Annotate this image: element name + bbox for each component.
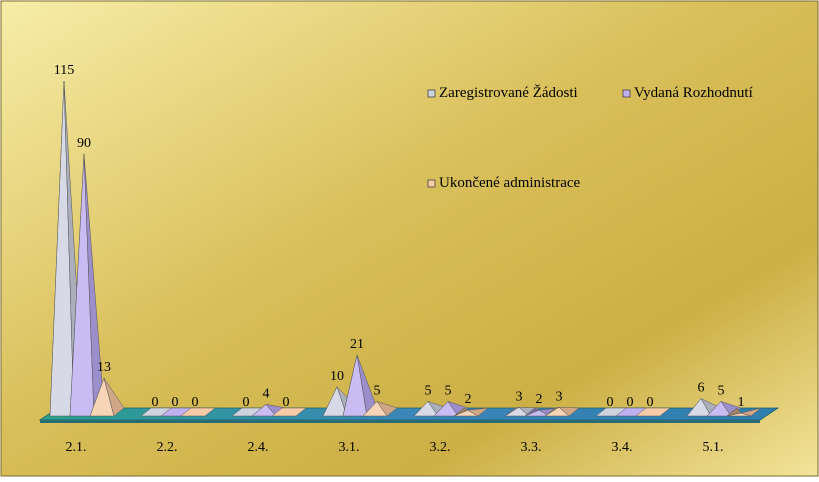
data-label: 0 xyxy=(152,395,159,410)
data-label: 0 xyxy=(627,395,634,410)
data-label: 0 xyxy=(172,395,179,410)
pyramid-ukoncene-administrace-33 xyxy=(544,406,580,417)
category-label: 2.1. xyxy=(66,440,87,455)
legend-label: Ukončené administrace xyxy=(439,175,581,191)
pyramid-vydana-rozhodnuti-51 xyxy=(706,400,742,417)
pyramid-ukoncene-administrace-51 xyxy=(726,407,762,417)
data-label: 0 xyxy=(283,395,290,410)
data-label: 0 xyxy=(607,395,614,410)
data-label: 5 xyxy=(374,383,381,398)
legend-swatch xyxy=(427,89,436,98)
pyramid-ukoncene-administrace-32 xyxy=(453,407,489,417)
data-label: 5 xyxy=(425,383,432,398)
chart-floor-edge xyxy=(40,420,760,423)
pyramid-vydana-rozhodnuti-31 xyxy=(342,354,378,417)
pyramid-vydana-rozhodnuti-24 xyxy=(251,403,287,417)
data-label: 4 xyxy=(263,386,270,401)
data-label: 2 xyxy=(465,392,472,407)
legend-entry: Vydaná Rozhodnutí xyxy=(622,85,753,101)
data-label: 1 xyxy=(738,395,745,410)
data-label: 21 xyxy=(350,337,364,352)
pyramid-ukoncene-administrace-34 xyxy=(635,407,671,417)
pyramid-vydana-rozhodnuti-32 xyxy=(433,400,469,417)
data-label: 115 xyxy=(54,63,74,78)
pyramid-ukoncene-administrace-22 xyxy=(180,407,216,417)
data-label: 5 xyxy=(445,383,452,398)
data-label: 90 xyxy=(77,136,91,151)
legend-entry: Ukončené administrace xyxy=(427,175,581,191)
legend-label: Vydaná Rozhodnutí xyxy=(634,85,753,101)
category-label: 2.2. xyxy=(157,440,178,455)
category-label: 3.4. xyxy=(612,440,633,455)
category-label: 3.1. xyxy=(339,440,360,455)
data-label: 3 xyxy=(556,389,563,404)
legend-entry: Zaregistrované Žádosti xyxy=(427,84,578,101)
category-label: 5.1. xyxy=(703,440,724,455)
pyramid-ukoncene-administrace-21 xyxy=(89,377,125,417)
data-label: 0 xyxy=(647,395,654,410)
data-label: 3 xyxy=(516,389,523,404)
data-label: 0 xyxy=(243,395,250,410)
data-label: 13 xyxy=(97,360,111,375)
category-label: 2.4. xyxy=(248,440,269,455)
data-label: 5 xyxy=(718,383,725,398)
data-label: 10 xyxy=(330,369,344,384)
category-label: 3.3. xyxy=(521,440,542,455)
data-label: 2 xyxy=(536,392,543,407)
legend-label: Zaregistrované Žádosti xyxy=(439,84,578,101)
pyramid-ukoncene-administrace-31 xyxy=(362,400,398,417)
data-label: 6 xyxy=(698,381,705,396)
data-label: 0 xyxy=(192,395,199,410)
category-label: 3.2. xyxy=(430,440,451,455)
pyramid-ukoncene-administrace-24 xyxy=(271,407,307,417)
legend-swatch xyxy=(427,179,436,188)
legend-swatch xyxy=(622,89,631,98)
